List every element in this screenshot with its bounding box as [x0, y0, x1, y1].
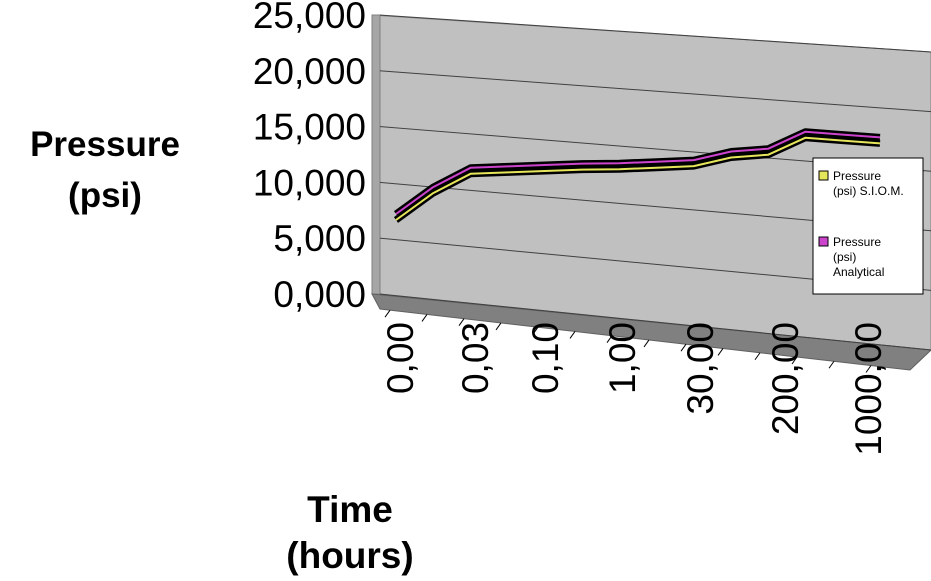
x-tick-mark: [422, 314, 427, 321]
x-tick-label: 0,10: [525, 322, 566, 394]
x-tick-mark: [496, 323, 501, 330]
x-axis-label-line1: Time: [307, 489, 393, 530]
x-tick-mark: [385, 310, 390, 317]
x-tick-mark: [755, 353, 760, 360]
x-tick-label: 200,00: [765, 322, 806, 435]
y-tick-label: 10,000: [253, 162, 366, 203]
y-axis-label-line1: Pressure: [30, 125, 180, 164]
y-axis-label-line2: (psi): [68, 176, 142, 215]
x-tick-mark: [644, 340, 649, 347]
x-tick-label: 0,03: [455, 322, 496, 394]
y-tick-label: 20,000: [253, 51, 366, 92]
y-tick-label: 5,000: [273, 218, 366, 259]
legend-swatch-siom: [819, 171, 828, 180]
y-tick-label: 25,000: [253, 0, 366, 36]
legend-swatch-analytical: [819, 237, 828, 246]
x-tick-mark: [829, 361, 834, 368]
x-tick-label: 1000,00: [848, 322, 889, 456]
x-tick-label: 0,00: [380, 322, 421, 394]
x-tick-mark: [570, 331, 575, 338]
y-tick-label: 0,000: [273, 274, 366, 315]
chart-side-wall: [372, 15, 380, 294]
x-tick-label: 1,00: [602, 322, 643, 394]
x-axis-label-line2: (hours): [286, 535, 413, 576]
y-tick-label: 15,000: [253, 107, 366, 148]
x-tick-label: 30,00: [680, 322, 721, 415]
y-axis-ticks: 0,000 5,000 10,000 15,000 20,000 25,000: [253, 0, 366, 315]
chart-legend: Pressure(psi) S.I.O.M. Pressure(psi)Anal…: [813, 158, 923, 294]
